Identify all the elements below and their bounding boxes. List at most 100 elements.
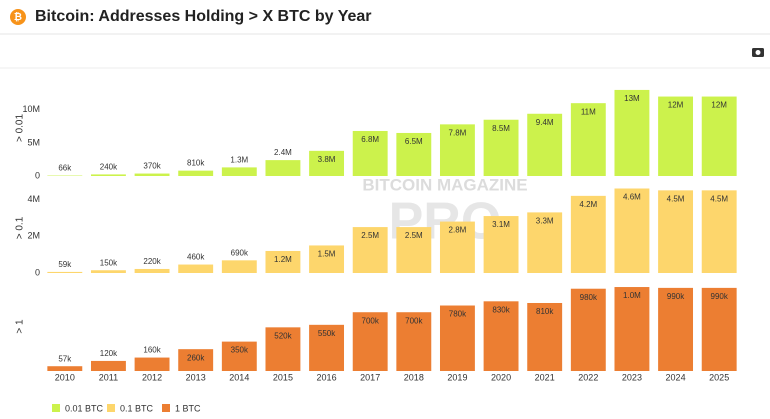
y-axis-label: > 0.01 <box>15 114 26 143</box>
data-label: 4.6M <box>623 193 641 202</box>
bar <box>527 113 563 176</box>
data-label: 2.4M <box>274 148 292 157</box>
legend-swatch[interactable] <box>52 404 60 412</box>
data-label: 8.5M <box>492 124 510 133</box>
data-label: 2.5M <box>405 231 423 240</box>
data-label: 12M <box>711 101 727 110</box>
bar <box>658 96 694 176</box>
data-label: 690k <box>231 248 249 257</box>
bar <box>570 195 606 273</box>
bar <box>701 96 737 176</box>
bar <box>178 170 214 176</box>
data-label: 13M <box>624 94 640 103</box>
y-tick-label: 2M <box>27 231 40 241</box>
data-label: 980k <box>580 293 598 302</box>
x-tick-label: 2021 <box>535 372 555 382</box>
camera-lens[interactable] <box>755 50 761 55</box>
data-label: 990k <box>711 292 729 301</box>
bar <box>527 302 563 371</box>
bar <box>134 268 170 273</box>
bar <box>134 357 170 371</box>
data-label: 240k <box>100 163 118 172</box>
legend-swatch[interactable] <box>107 404 115 412</box>
data-label: 1.2M <box>274 255 292 264</box>
data-label: 2.8M <box>449 226 467 235</box>
data-label: 220k <box>143 257 161 266</box>
data-label: 57k <box>58 354 72 363</box>
y-axis-label: > 1 <box>15 319 26 334</box>
x-tick-label: 2018 <box>404 372 424 382</box>
bar <box>221 341 257 371</box>
bar <box>90 270 126 273</box>
bar <box>396 312 432 371</box>
data-label: 11M <box>581 107 596 116</box>
data-label: 830k <box>492 305 510 314</box>
data-label: 9.4M <box>536 118 554 127</box>
camera-button[interactable] <box>752 48 764 57</box>
y-axis-label: > 0.1 <box>15 216 26 239</box>
bar <box>570 103 606 176</box>
bar <box>90 360 126 371</box>
data-label: 370k <box>143 162 161 171</box>
bar <box>221 260 257 273</box>
x-tick-label: 2025 <box>709 372 729 382</box>
data-label: 700k <box>362 316 380 325</box>
data-label: 66k <box>58 164 72 173</box>
legend-label[interactable]: 1 BTC <box>175 403 201 413</box>
y-tick-label: 10M <box>22 104 40 114</box>
data-label: 3.3M <box>536 216 554 225</box>
bar <box>309 324 345 371</box>
x-tick-label: 2016 <box>317 372 337 382</box>
bar <box>439 305 475 371</box>
bar <box>265 250 301 273</box>
data-label: 1.3M <box>230 156 248 165</box>
data-label: 460k <box>187 253 205 262</box>
data-label: 260k <box>187 353 205 362</box>
data-label: 160k <box>143 346 161 355</box>
bar <box>265 160 301 176</box>
data-label: 4.5M <box>667 194 685 203</box>
data-label: 6.8M <box>361 135 379 144</box>
x-tick-label: 2013 <box>186 372 206 382</box>
x-tick-label: 2015 <box>273 372 293 382</box>
data-label: 3.1M <box>492 220 510 229</box>
bar <box>352 130 388 176</box>
bitcoin-icon <box>10 9 26 25</box>
bar <box>90 174 126 176</box>
bar <box>439 124 475 176</box>
bar <box>701 190 737 273</box>
bar <box>483 301 519 371</box>
data-label: 6.5M <box>405 137 423 146</box>
x-tick-label: 2017 <box>360 372 380 382</box>
x-tick-label: 2011 <box>99 372 118 382</box>
bar <box>221 167 257 176</box>
x-tick-label: 2022 <box>578 372 598 382</box>
bitcoin-symbol: ₿ <box>14 11 22 23</box>
data-label: 150k <box>100 258 118 267</box>
data-label: 520k <box>274 331 292 340</box>
y-tick-label: 5M <box>27 137 40 147</box>
bar <box>265 327 301 371</box>
bar <box>658 287 694 371</box>
bar <box>439 221 475 273</box>
data-label: 810k <box>187 159 205 168</box>
bar <box>47 271 83 273</box>
legend-label[interactable]: 0.01 BTC <box>65 403 104 413</box>
data-label: 3.8M <box>318 155 336 164</box>
bar <box>396 132 432 176</box>
bar <box>352 227 388 273</box>
watermark: BITCOIN MAGAZINE <box>362 175 527 194</box>
bar <box>658 190 694 273</box>
bar <box>178 264 214 273</box>
data-label: 59k <box>58 260 72 269</box>
bar <box>614 287 650 371</box>
data-label: 810k <box>536 307 554 316</box>
legend-swatch[interactable] <box>162 404 170 412</box>
chart-title: Bitcoin: Addresses Holding > X BTC by Ye… <box>35 8 372 25</box>
data-label: 780k <box>449 310 467 319</box>
data-label: 1.5M <box>318 250 336 259</box>
y-tick-label: 0 <box>35 170 40 180</box>
y-tick-label: 0 <box>35 267 40 277</box>
legend-label[interactable]: 0.1 BTC <box>120 403 154 413</box>
